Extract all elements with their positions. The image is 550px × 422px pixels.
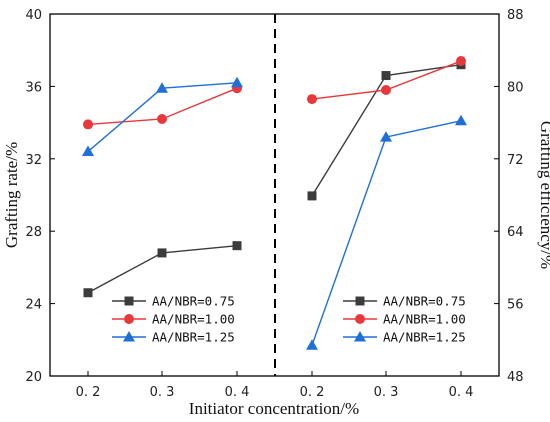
legend-label-1-2: AA/NBR=1.25 (383, 330, 466, 345)
data-point-1-1 (456, 56, 466, 67)
data-point-1-2 (455, 114, 467, 126)
y-right-tick-label: 64 (507, 225, 524, 240)
legend-marker-1-0 (355, 296, 365, 306)
x-tick-label: 0. 4 (225, 385, 250, 400)
data-point-1-1 (307, 94, 317, 105)
y-left-tick-label: 40 (25, 8, 42, 23)
data-point-0-2 (82, 145, 94, 157)
legend-label-1-1: AA/NBR=1.00 (383, 312, 466, 327)
y-right-tick-label: 56 (507, 298, 524, 313)
y-left-tick-label: 20 (25, 370, 42, 385)
data-point-0-2 (231, 76, 243, 88)
y-left-tick-label: 36 (25, 80, 42, 95)
legend-label-0-0: AA/NBR=0.75 (152, 294, 235, 309)
legend-marker-0-2 (123, 331, 135, 342)
legend-marker-0-0 (124, 296, 134, 306)
y-right-tick-label: 48 (507, 370, 524, 385)
data-point-0-2 (156, 82, 168, 93)
data-point-1-1 (381, 85, 391, 96)
tick-layer: 20 24 28 32 36 40 0. 2 0. 3 0. 4 48 56 64 72 80 88 0. 2… (25, 8, 523, 400)
y-left-tick-label: 32 (25, 153, 42, 168)
data-point-0-0 (157, 248, 167, 258)
x-tick-label: 0. 2 (300, 385, 325, 400)
data-point-0-0 (232, 241, 242, 251)
y-right-tick-label: 80 (507, 80, 524, 95)
y-left-tick-label: 28 (25, 225, 42, 240)
data-point-0-1 (157, 113, 167, 124)
legend-marker-1-1 (355, 314, 365, 324)
x-tick-label: 0. 4 (449, 385, 474, 400)
x-axis-title: Initiator concentration/% (189, 399, 359, 418)
data-point-0-0 (83, 288, 93, 298)
y-right-tick-label: 72 (507, 153, 524, 168)
y-left-tick-label: 24 (25, 298, 42, 313)
y-axis-left-title: Grafting rate/% (2, 142, 21, 248)
data-point-1-0 (307, 191, 317, 201)
data-point-1-2 (380, 131, 392, 142)
x-tick-label: 0. 3 (374, 385, 399, 400)
data-point-0-1 (83, 119, 93, 130)
series-layer (82, 56, 467, 350)
legend-marker-0-1 (124, 314, 134, 324)
legend-label-1-0: AA/NBR=0.75 (383, 294, 466, 309)
data-point-1-2 (306, 339, 318, 350)
legend-layer: AA/NBR=0.75 AA/NBR=1.00 AA/NBR=1.25 AA/NBR=… (112, 294, 466, 345)
data-point-1-0 (381, 71, 391, 81)
y-axis-right-title: Grafting efficiency/% (537, 121, 550, 269)
x-tick-label: 0. 2 (76, 385, 101, 400)
legend-label-0-2: AA/NBR=1.25 (152, 330, 235, 345)
legend-label-0-1: AA/NBR=1.00 (152, 312, 235, 327)
legend-marker-1-2 (354, 331, 366, 342)
y-right-tick-label: 88 (507, 8, 524, 23)
x-tick-label: 0. 3 (150, 385, 175, 400)
